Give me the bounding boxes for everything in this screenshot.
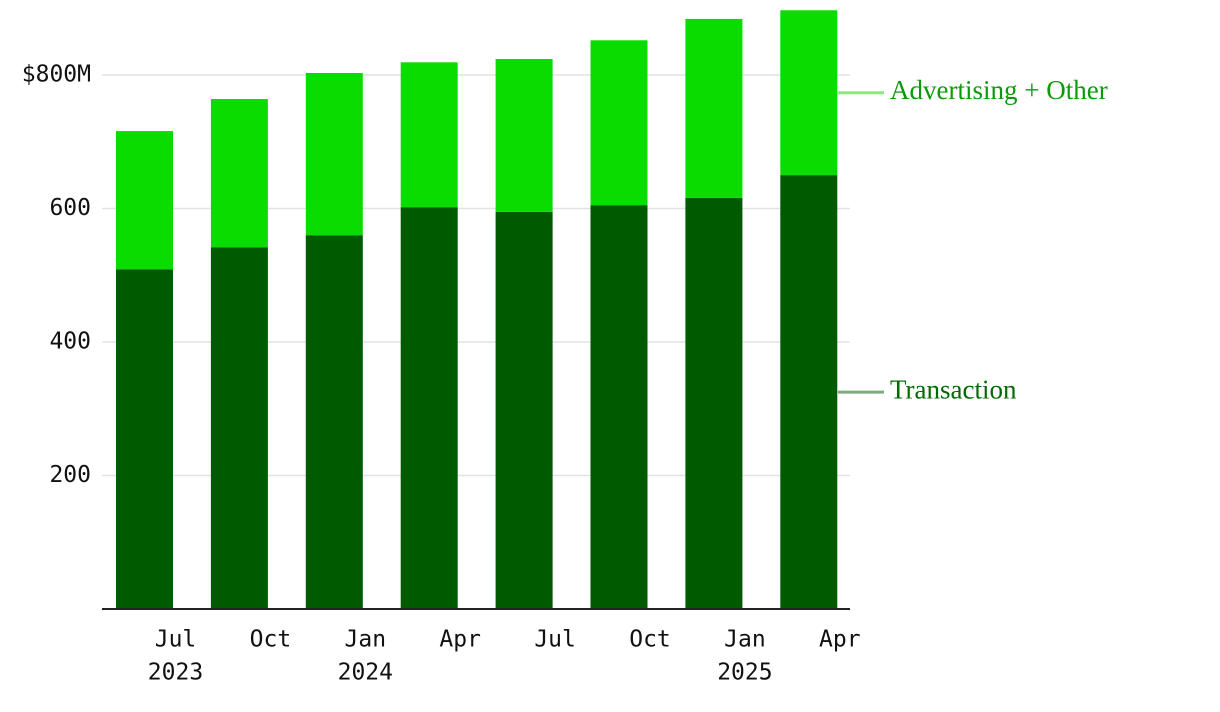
bar-segment (116, 131, 173, 270)
x-tick-label: Jul (534, 627, 576, 653)
x-year-label: 2025 (717, 660, 772, 686)
bar-segment (685, 18, 743, 198)
x-tick-label: Jan (724, 627, 766, 653)
bar-segment (495, 211, 553, 609)
bar-segment (685, 197, 743, 609)
x-tick-label: Oct (250, 627, 292, 653)
y-tick-label: $800M (22, 62, 91, 88)
bar-segment (305, 72, 363, 236)
bar-segment (210, 99, 268, 248)
x-year-label: 2023 (148, 660, 203, 686)
y-tick-label: 400 (49, 329, 91, 355)
y-tick-label: 600 (49, 195, 91, 221)
x-year-label: 2024 (338, 660, 393, 686)
bar-segment (305, 235, 363, 609)
bar-segment (780, 175, 838, 609)
bar-segment (210, 247, 268, 609)
x-tick-label: Apr (439, 627, 481, 653)
bar-segment (400, 207, 458, 610)
bar-segment (495, 58, 553, 212)
x-tick-label: Jan (345, 627, 387, 653)
bar-segment (780, 10, 838, 176)
bar-segment (590, 205, 648, 609)
x-tick-label: Jul (155, 627, 197, 653)
legend-label: Advertising + Other (890, 75, 1108, 105)
bar-segment (116, 269, 173, 609)
y-tick-label: 200 (49, 462, 91, 488)
x-tick-label: Oct (629, 627, 671, 653)
legend-label: Transaction (890, 374, 1017, 404)
bar-segment (590, 40, 648, 206)
bar-segment (400, 62, 458, 208)
x-tick-label: Apr (819, 627, 861, 653)
